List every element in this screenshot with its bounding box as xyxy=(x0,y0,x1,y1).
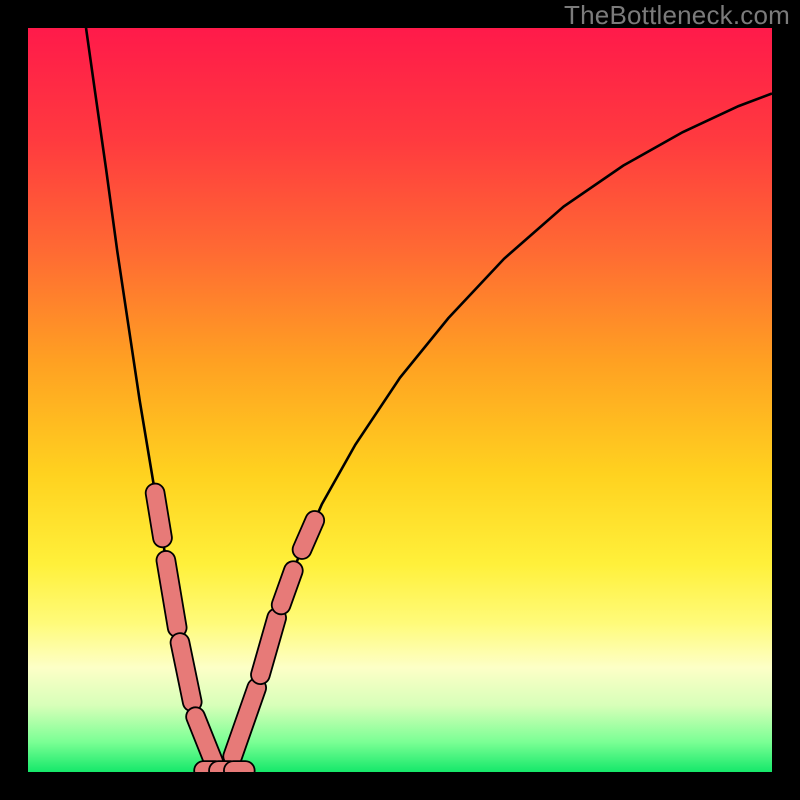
plot-svg xyxy=(28,28,772,772)
marker-capsule xyxy=(233,688,257,757)
marker-capsule xyxy=(260,618,276,675)
curve-segment xyxy=(221,93,772,770)
plot-area xyxy=(28,28,772,772)
marker-capsule xyxy=(302,520,315,549)
watermark-text: TheBottleneck.com xyxy=(564,0,790,31)
curve-segment xyxy=(86,28,221,771)
marker-capsule xyxy=(166,560,177,627)
marker-capsule xyxy=(281,571,293,605)
marker-capsule xyxy=(180,643,192,702)
marker-capsule xyxy=(196,717,214,762)
marker-capsule xyxy=(155,493,162,538)
